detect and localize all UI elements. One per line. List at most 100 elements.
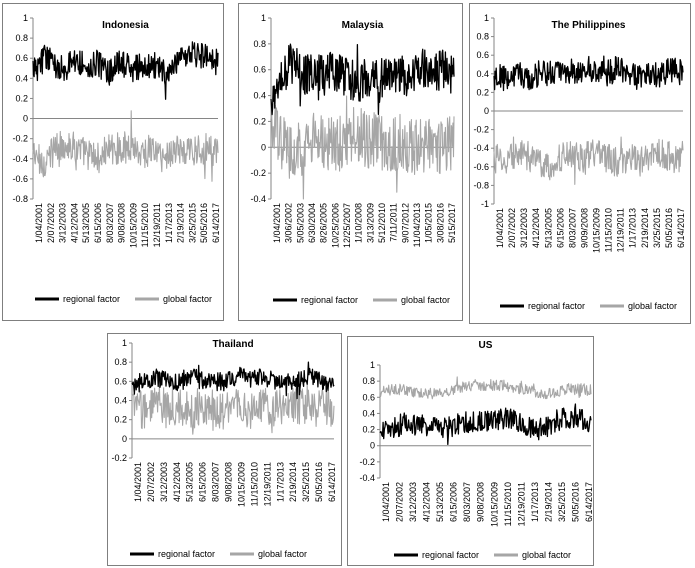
- y-tick-label: -0.2: [12, 134, 28, 144]
- x-tick-label: 6/14/2017: [676, 208, 686, 248]
- x-tick-label: 3/12/2003: [159, 462, 169, 502]
- x-tick-label: 1/17/2013: [164, 203, 174, 243]
- legend-label-regional: regional factor: [528, 301, 585, 311]
- y-tick-label: 0.4: [476, 69, 489, 79]
- x-tick-label: 11/15/2010: [140, 203, 150, 247]
- x-tick-label: 3/25/2015: [652, 208, 662, 248]
- x-tick-label: 9/08/2008: [117, 203, 127, 243]
- x-tick-label: 11/15/2010: [503, 482, 513, 526]
- x-tick-label: 4/12/2004: [422, 482, 432, 522]
- x-tick-label: 3/06/2002: [284, 203, 294, 243]
- y-tick-label: 1: [370, 360, 375, 370]
- x-tick-label: 3/08/2016: [435, 203, 445, 243]
- y-tick-label: 0.2: [362, 425, 375, 435]
- x-tick-label: 10/15/2009: [128, 203, 138, 248]
- y-tick-label: 0.8: [114, 357, 127, 367]
- x-tick-label: 2/19/2014: [176, 203, 186, 243]
- legend-label-global: global factor: [258, 549, 307, 559]
- x-tick-label: 3/12/2003: [58, 203, 68, 243]
- x-tick-label: 10/25/2006: [330, 203, 340, 248]
- y-tick-label: 0.4: [253, 91, 266, 101]
- series-line-regional: [379, 403, 592, 446]
- x-tick-label: 9/08/2008: [224, 462, 234, 502]
- y-tick-label: 0.8: [476, 32, 489, 42]
- x-tick-label: 5/12/2010: [377, 203, 387, 243]
- series-line-regional: [32, 41, 219, 100]
- x-tick-label: 3/12/2003: [408, 482, 418, 522]
- x-tick-label: 1/17/2013: [275, 462, 285, 502]
- y-tick-label: -0.2: [111, 453, 127, 463]
- y-tick-label: -0.8: [473, 180, 489, 190]
- x-tick-label: 6/15/2006: [198, 462, 208, 502]
- x-tick-label: 2/07/2002: [146, 462, 156, 502]
- y-tick-label: -0.4: [473, 143, 489, 153]
- panel-us: US 1 0.8 0.6 0.4 0.2 0 -0.2 -0.4 1/04/2001 2/07/20…: [347, 336, 594, 566]
- y-tick-label: 0.4: [362, 408, 375, 418]
- x-tick-label: 8/03/2007: [211, 462, 221, 502]
- y-tick-label: -0.6: [12, 174, 28, 184]
- x-tick-label: 2/19/2014: [640, 208, 650, 248]
- legend-label-global: global factor: [163, 294, 212, 304]
- x-tick-label: 1/04/2001: [34, 203, 44, 243]
- legend-label-regional: regional factor: [63, 294, 120, 304]
- y-tick-label: 0: [122, 434, 127, 444]
- x-tick-label: 6/15/2006: [449, 482, 459, 522]
- x-tick-label: 8/03/2007: [567, 208, 577, 248]
- series-line-regional: [493, 55, 684, 92]
- y-tick-label: 0.2: [476, 87, 489, 97]
- y-tick-label: 1: [122, 338, 127, 348]
- x-tick-label: 1/04/2001: [381, 482, 391, 522]
- x-tick-label: 6/15/2006: [555, 208, 565, 248]
- x-tick-label: 5/13/2005: [81, 203, 91, 243]
- x-tick-label: 10/15/2009: [489, 482, 499, 527]
- x-tick-label: 5/13/2005: [543, 208, 553, 248]
- y-tick-label: 0.4: [15, 73, 28, 83]
- x-tick-label: 2/19/2014: [543, 482, 553, 522]
- y-tick-label: -0.2: [359, 457, 375, 467]
- x-tick-label: 8/03/2007: [462, 482, 472, 522]
- y-tick-label: 0.6: [362, 392, 375, 402]
- chart-title: Thailand: [212, 339, 253, 350]
- x-tick-label: 11/15/2010: [604, 208, 614, 252]
- x-tick-label: 8/26/2005: [319, 203, 329, 243]
- series-line-global: [270, 95, 455, 200]
- y-tick-label: 0.8: [15, 33, 28, 43]
- legend-label-regional: regional factor: [301, 295, 358, 305]
- x-tick-label: 6/14/2017: [327, 462, 337, 502]
- y-tick-label: 0.6: [253, 65, 266, 75]
- x-tick-label: 3/13/2009: [365, 203, 375, 243]
- x-tick-label: 10/15/2009: [592, 208, 602, 253]
- x-tick-label: 12/19/2011: [516, 482, 526, 526]
- y-tick-label: 0: [484, 106, 489, 116]
- chart-indonesia: Indonesia 1 0.8 0.6 0.4 0.2 0 -0.2 -0.4 -0.6 -0.8 1…: [12, 13, 221, 304]
- x-tick-label: 9/08/2008: [476, 482, 486, 522]
- y-tick-label: -0.4: [359, 473, 375, 483]
- series-line-global: [379, 376, 592, 400]
- chart-us: US 1 0.8 0.6 0.4 0.2 0 -0.2 -0.4 1/04/2001 2/07/20…: [359, 340, 594, 560]
- y-tick-label: -0.2: [250, 168, 266, 178]
- legend-label-global: global factor: [522, 550, 571, 560]
- y-tick-label: -0.4: [12, 154, 28, 164]
- x-tick-label: 5/05/2003: [295, 203, 305, 243]
- chart-title: US: [479, 340, 493, 351]
- y-tick-label: 0.6: [15, 53, 28, 63]
- y-tick-label: -0.8: [12, 194, 28, 204]
- y-tick-label: -0.6: [473, 162, 489, 172]
- legend-label-regional: regional factor: [158, 549, 215, 559]
- y-tick-label: 0.8: [362, 376, 375, 386]
- x-tick-label: 2/19/2014: [288, 462, 298, 502]
- x-tick-label: 12/25/2007: [342, 203, 352, 248]
- panel-philippines: The Philippines 1 0.8 0.6 0.4 0.2 0 -0.2 -0.4 -0.…: [469, 3, 691, 324]
- series-line-global: [493, 136, 684, 185]
- legend-label-regional: regional factor: [422, 550, 479, 560]
- x-tick-label: 9/07/2012: [400, 203, 410, 243]
- y-tick-label: -0.4: [250, 194, 266, 204]
- x-tick-label: 5/13/2005: [185, 462, 195, 502]
- y-tick-label: 0.8: [253, 39, 266, 49]
- y-tick-label: -0.2: [473, 125, 489, 135]
- x-tick-label: 6/14/2017: [211, 203, 221, 243]
- chart-philippines: The Philippines 1 0.8 0.6 0.4 0.2 0 -0.2 -0.4 -0.…: [473, 13, 686, 311]
- series-line-global: [131, 382, 335, 435]
- x-tick-label: 3/25/2015: [301, 462, 311, 502]
- series-line-global: [32, 110, 219, 182]
